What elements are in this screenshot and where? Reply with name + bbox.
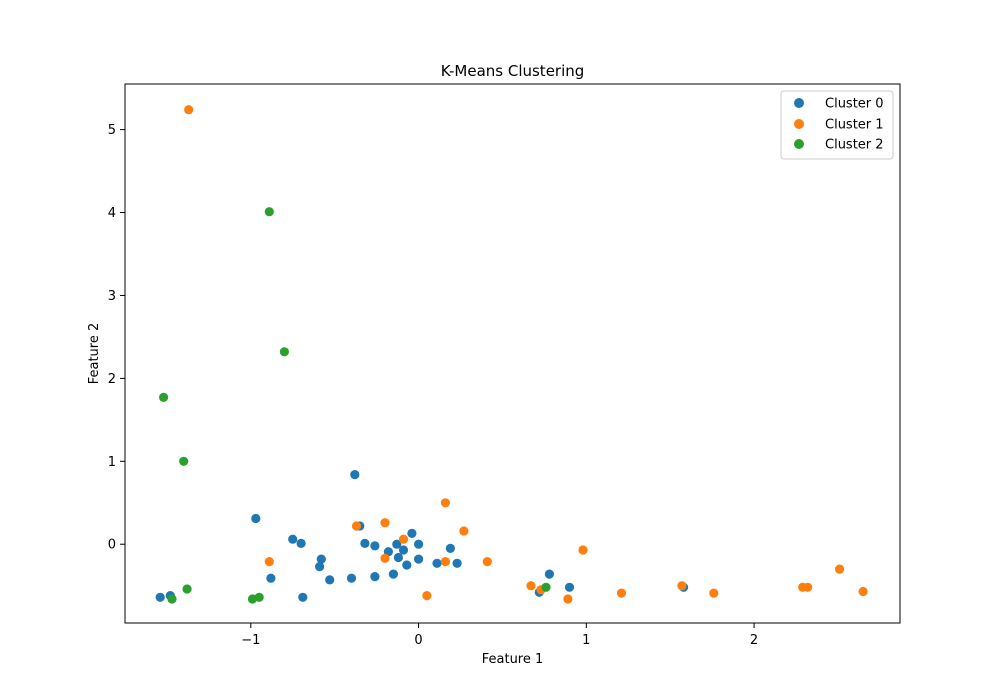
- point-cluster-1-13: [563, 594, 573, 604]
- legend-marker-cluster-2: [794, 139, 804, 149]
- chart-title: K-Means Clustering: [441, 62, 585, 80]
- point-cluster-1-6: [422, 591, 432, 601]
- point-cluster-2-5: [254, 592, 264, 602]
- point-cluster-0-4: [288, 534, 298, 544]
- point-cluster-0-2: [251, 513, 261, 524]
- point-cluster-1-10: [482, 557, 492, 567]
- point-cluster-0-25: [432, 558, 442, 568]
- point-cluster-1-2: [351, 521, 362, 531]
- y-axis-ticks: 0 1 2 3 4 5: [108, 123, 125, 553]
- plot-area: [125, 84, 900, 623]
- legend-label-cluster-0: Cluster 0: [825, 97, 884, 112]
- point-cluster-1-8: [440, 557, 450, 567]
- point-cluster-0-7: [316, 554, 326, 564]
- point-cluster-2-6: [264, 207, 274, 217]
- point-cluster-2-3: [182, 584, 192, 594]
- x-axis-ticks: −1 0 1 2: [241, 623, 758, 648]
- legend-frame: [780, 90, 894, 160]
- point-cluster-1-16: [677, 581, 687, 591]
- point-cluster-2-0: [159, 392, 169, 402]
- point-cluster-2-2: [179, 456, 189, 466]
- y-tick-label: 0: [108, 538, 116, 553]
- point-cluster-0-29: [544, 569, 555, 579]
- y-axis-label: Feature 2: [87, 323, 102, 385]
- point-cluster-1-0: [184, 105, 194, 115]
- point-cluster-0-5: [296, 538, 306, 549]
- y-tick-label: 2: [108, 372, 116, 387]
- point-cluster-1-14: [578, 545, 588, 555]
- x-axis-label: Feature 1: [482, 652, 544, 667]
- y-tick-label: 5: [108, 123, 116, 138]
- point-cluster-1-15: [616, 588, 627, 598]
- point-cluster-0-17: [388, 569, 398, 579]
- point-cluster-1-17: [709, 588, 719, 598]
- point-cluster-1-4: [380, 553, 390, 563]
- x-tick-label: 1: [582, 633, 590, 648]
- point-cluster-0-20: [398, 545, 409, 555]
- x-tick-label: −1: [241, 633, 260, 648]
- point-cluster-0-10: [346, 573, 357, 583]
- point-cluster-0-22: [407, 528, 417, 539]
- point-cluster-0-15: [370, 572, 380, 582]
- point-cluster-0-11: [350, 470, 360, 480]
- point-cluster-0-18: [392, 539, 402, 549]
- point-cluster-0-0: [155, 592, 165, 602]
- y-tick-label: 1: [108, 455, 116, 470]
- legend-label-cluster-2: Cluster 2: [825, 138, 884, 153]
- point-cluster-2-8: [541, 582, 551, 592]
- point-cluster-0-9: [325, 575, 335, 585]
- point-cluster-1-1: [264, 557, 274, 567]
- point-cluster-0-13: [360, 538, 370, 549]
- legend: Cluster 0 Cluster 1 Cluster 2: [780, 90, 894, 160]
- point-cluster-1-3: [380, 518, 390, 528]
- point-cluster-1-5: [398, 534, 409, 544]
- y-tick-label: 4: [108, 206, 116, 221]
- legend-label-cluster-1: Cluster 1: [825, 118, 884, 133]
- point-cluster-0-30: [564, 582, 575, 592]
- x-tick-label: 2: [750, 633, 758, 648]
- point-cluster-1-19: [803, 582, 813, 592]
- point-cluster-0-26: [445, 543, 455, 554]
- point-cluster-0-27: [452, 558, 462, 568]
- point-cluster-0-14: [370, 541, 380, 551]
- point-cluster-0-24: [414, 539, 424, 549]
- point-cluster-1-9: [459, 526, 469, 536]
- point-cluster-0-23: [414, 554, 424, 564]
- legend-marker-cluster-1: [794, 119, 804, 129]
- points-layer: [155, 105, 868, 604]
- x-tick-label: 0: [414, 633, 422, 648]
- point-cluster-1-11: [526, 581, 536, 591]
- legend-marker-cluster-0: [794, 98, 804, 108]
- point-cluster-0-21: [402, 560, 412, 570]
- y-tick-label: 3: [108, 289, 116, 304]
- point-cluster-0-3: [266, 573, 276, 583]
- point-cluster-0-6: [298, 592, 308, 602]
- point-cluster-1-21: [858, 586, 868, 597]
- point-cluster-1-7: [440, 498, 450, 508]
- point-cluster-2-7: [279, 347, 289, 357]
- plot-frame: [124, 83, 901, 624]
- point-cluster-0-19: [393, 552, 403, 563]
- point-cluster-2-1: [167, 594, 177, 604]
- point-cluster-1-20: [835, 564, 845, 574]
- point-cluster-0-8: [315, 562, 325, 572]
